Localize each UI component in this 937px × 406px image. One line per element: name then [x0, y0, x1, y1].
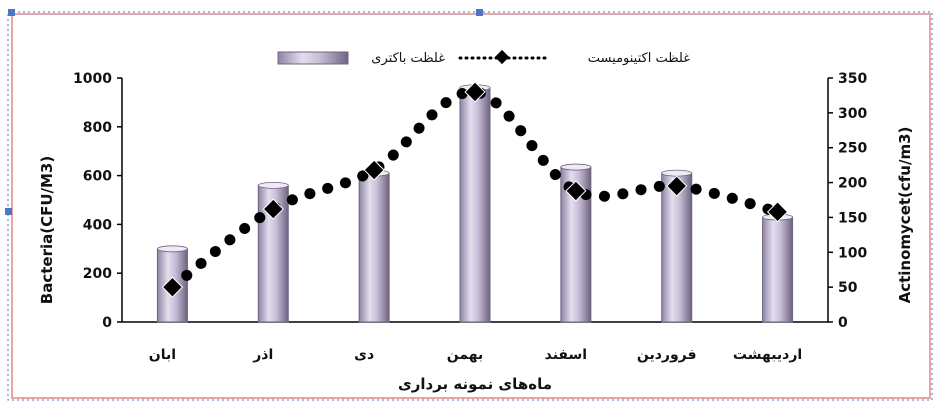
- category-label-0: ابان: [149, 347, 176, 363]
- bar-cap-0: [157, 245, 188, 253]
- y-left-tick-label: 600: [83, 169, 112, 185]
- legend: غلظت باکتری غلظت اکتینومیست: [277, 49, 690, 66]
- actinomycet-point-3: [464, 81, 486, 103]
- category-labels: ابان اذر دی بهمن اسفند فروردین اردیبهشت: [149, 347, 802, 363]
- category-label-4: اسفند: [545, 347, 587, 363]
- actinomycet-point-1: [262, 198, 284, 220]
- actinomycet-point-5: [666, 175, 688, 197]
- legend-bar-swatch: [277, 51, 349, 65]
- category-label-1: اذر: [252, 347, 273, 363]
- y-right-tick-label: 250: [838, 141, 867, 157]
- bar-3: [459, 87, 491, 323]
- y-axis-title-left: Bacteria(CFU/M3): [38, 156, 56, 304]
- y-left-tick-label: 800: [83, 120, 112, 136]
- category-label-2: دی: [354, 347, 374, 363]
- y-right-tick-label: 350: [838, 71, 867, 87]
- y-axis-title-right: Actinomycet(cfu/m3): [896, 127, 914, 304]
- legend-line-label: غلظت اکتینومیست: [588, 51, 690, 66]
- line-series: [161, 81, 789, 298]
- x-axis-title: ماه‌های نمونه برداری: [398, 375, 552, 393]
- legend-bar-label: غلظت باکتری: [371, 51, 445, 66]
- selection-handle-left[interactable]: [5, 208, 12, 215]
- bar-6: [762, 216, 794, 323]
- bar-cap-1: [257, 181, 289, 189]
- y-left-tick-label: 200: [83, 266, 112, 282]
- bar-2: [358, 172, 390, 323]
- category-label-6: اردیبهشت: [733, 347, 802, 363]
- selection-handle-top[interactable]: [476, 9, 483, 16]
- actinomycet-point-2: [363, 159, 385, 181]
- bar-cap-4: [560, 163, 592, 171]
- y-right-tick-label: 50: [838, 280, 858, 296]
- legend-line-marker: [494, 49, 510, 65]
- actinomycet-point-4: [565, 180, 587, 202]
- y-left-ticks: 0 200 400 600 800 1000: [73, 71, 122, 331]
- chart-border: [11, 13, 931, 399]
- selection-outline: [7, 11, 933, 401]
- y-right-tick-label: 200: [838, 176, 867, 192]
- selection-handle-corner[interactable]: [8, 9, 15, 16]
- bar-series: [156, 84, 794, 323]
- actinomycet-point-0: [161, 276, 184, 298]
- y-right-tick-label: 0: [838, 315, 848, 331]
- category-label-5: فروردین: [637, 347, 697, 363]
- y-left-tick-label: 0: [102, 315, 112, 331]
- y-right-tick-label: 300: [838, 106, 867, 122]
- bar-5: [661, 172, 693, 323]
- actinomycet-point-6: [766, 201, 789, 223]
- y-left-tick-label: 400: [83, 217, 112, 233]
- y-right-ticks: 0 50 100 150 200 250 300 350: [828, 71, 867, 331]
- y-right-tick-label: 100: [838, 245, 867, 261]
- bar-cap-5: [661, 169, 693, 177]
- y-right-tick-label: 150: [838, 210, 867, 226]
- category-label-3: بهمن: [447, 347, 483, 363]
- y-left-tick-label: 1000: [73, 71, 112, 87]
